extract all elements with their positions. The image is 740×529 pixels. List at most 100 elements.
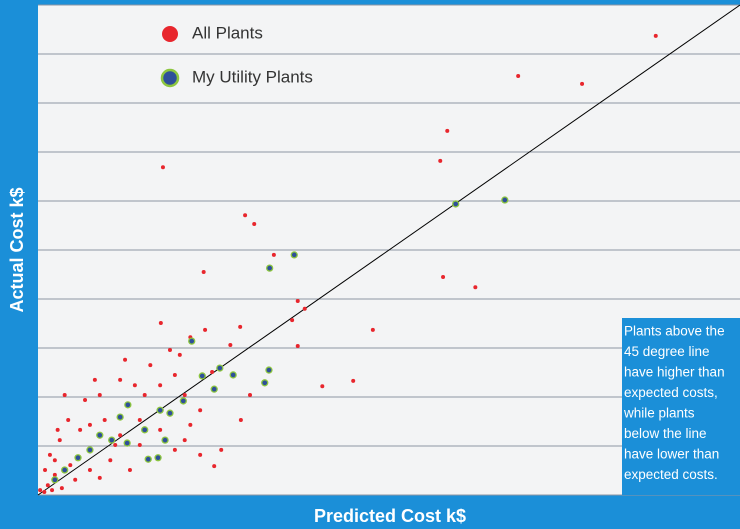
point bbox=[87, 468, 92, 473]
point bbox=[219, 447, 224, 452]
point bbox=[370, 327, 375, 332]
point bbox=[87, 422, 92, 427]
point bbox=[142, 393, 147, 398]
point bbox=[167, 347, 172, 352]
point bbox=[97, 393, 102, 398]
point bbox=[198, 372, 206, 380]
point bbox=[74, 454, 82, 462]
point bbox=[238, 324, 243, 329]
point bbox=[113, 443, 118, 448]
point bbox=[248, 393, 253, 398]
point bbox=[127, 468, 132, 473]
point bbox=[210, 370, 215, 375]
point bbox=[351, 378, 356, 383]
annotation-text: while plants bbox=[623, 406, 695, 421]
point bbox=[161, 436, 169, 444]
point bbox=[210, 385, 218, 393]
point bbox=[108, 458, 113, 463]
point bbox=[38, 488, 43, 493]
point bbox=[166, 409, 174, 417]
annotation-text: have lower than bbox=[624, 447, 719, 462]
point bbox=[78, 427, 83, 432]
point bbox=[302, 306, 307, 311]
point bbox=[198, 408, 203, 413]
legend-label: All Plants bbox=[192, 23, 263, 42]
point bbox=[179, 397, 187, 405]
point bbox=[266, 264, 274, 272]
annotation-text: expected costs. bbox=[624, 467, 718, 482]
point bbox=[148, 363, 153, 368]
point bbox=[137, 418, 142, 423]
point bbox=[188, 337, 196, 345]
point bbox=[182, 393, 187, 398]
point bbox=[108, 436, 116, 444]
annotation-text: Plants above the bbox=[624, 324, 725, 339]
point bbox=[102, 418, 107, 423]
point bbox=[156, 406, 164, 414]
point bbox=[116, 413, 124, 421]
point bbox=[62, 393, 67, 398]
y-axis-label: Actual Cost k$ bbox=[7, 187, 27, 312]
point bbox=[132, 383, 137, 388]
point bbox=[172, 372, 177, 377]
point bbox=[580, 81, 585, 86]
point bbox=[228, 343, 233, 348]
point bbox=[118, 433, 123, 438]
point bbox=[52, 458, 57, 463]
point bbox=[265, 366, 273, 374]
point bbox=[229, 371, 237, 379]
point bbox=[290, 318, 295, 323]
legend-label: My Utility Plants bbox=[192, 67, 313, 86]
point bbox=[124, 401, 132, 409]
point bbox=[45, 483, 50, 488]
point bbox=[188, 422, 193, 427]
point bbox=[501, 196, 509, 204]
point bbox=[182, 438, 187, 443]
point bbox=[68, 463, 73, 468]
point bbox=[295, 344, 300, 349]
diagonal-line bbox=[37, 4, 740, 496]
point bbox=[61, 466, 69, 474]
point bbox=[252, 222, 257, 227]
point bbox=[445, 128, 450, 133]
x-axis-label: Predicted Cost k$ bbox=[314, 506, 466, 526]
point bbox=[97, 475, 102, 480]
point bbox=[92, 377, 97, 382]
point bbox=[271, 252, 276, 257]
point bbox=[243, 213, 248, 218]
point bbox=[83, 397, 88, 402]
point bbox=[57, 438, 62, 443]
point bbox=[73, 477, 78, 482]
point bbox=[212, 464, 217, 469]
point bbox=[158, 321, 163, 326]
legend-marker bbox=[160, 68, 180, 88]
point bbox=[473, 285, 478, 290]
point bbox=[141, 426, 149, 434]
point bbox=[154, 454, 162, 462]
point bbox=[452, 200, 460, 208]
annotation-box bbox=[622, 318, 740, 495]
point bbox=[118, 377, 123, 382]
point bbox=[42, 490, 47, 495]
point bbox=[201, 270, 206, 275]
point bbox=[47, 452, 52, 457]
annotation-text: expected costs, bbox=[624, 385, 718, 400]
point bbox=[320, 384, 325, 389]
point bbox=[158, 383, 163, 388]
point bbox=[177, 352, 182, 357]
point bbox=[158, 427, 163, 432]
point bbox=[96, 431, 104, 439]
point bbox=[516, 74, 521, 79]
annotation-text: have higher than bbox=[624, 365, 725, 380]
point bbox=[52, 472, 57, 477]
point bbox=[51, 476, 59, 484]
point bbox=[160, 165, 165, 170]
point bbox=[55, 427, 60, 432]
point bbox=[123, 439, 131, 447]
point bbox=[59, 486, 64, 491]
point bbox=[123, 357, 128, 362]
point bbox=[66, 418, 71, 423]
annotation-text: 45 degree line bbox=[624, 344, 710, 359]
point bbox=[50, 488, 55, 493]
